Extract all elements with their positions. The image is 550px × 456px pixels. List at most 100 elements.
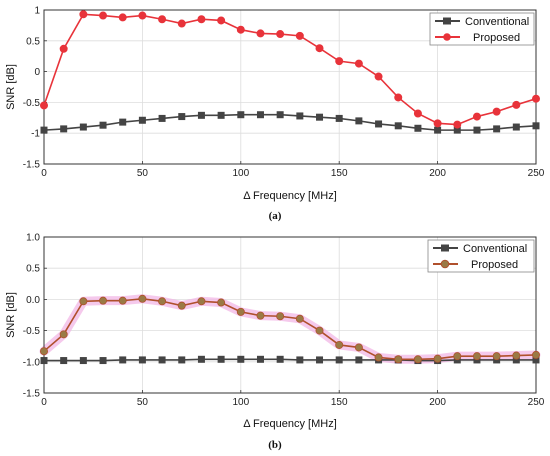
data-point-proposed [256, 311, 265, 320]
data-point-proposed [99, 296, 108, 305]
data-point-conventional [60, 357, 68, 365]
data-point-conventional [434, 126, 442, 134]
x-tick-label: 50 [137, 168, 149, 179]
data-point-conventional [217, 111, 225, 119]
y-tick-label: 0 [34, 67, 40, 78]
data-point-proposed [354, 343, 363, 352]
data-point-proposed [40, 101, 49, 110]
series-a [40, 10, 541, 134]
x-tick-label: 200 [429, 397, 446, 408]
data-point-proposed [118, 296, 127, 305]
x-tick-label: 150 [331, 397, 348, 408]
y-tick-label: 0.0 [26, 295, 40, 306]
data-point-conventional [158, 114, 166, 122]
data-point-conventional [296, 112, 304, 120]
legend-marker-conventional-a [443, 17, 451, 25]
data-point-conventional [296, 356, 304, 364]
chart-panel-b: -1.5 -1.0 -0.5 0.0 0.5 1.0 0 50 100 150 200 250 SN… [5, 233, 545, 452]
caption-b: (b) [268, 439, 282, 451]
data-point-proposed [138, 294, 147, 303]
y-tick-label: 1 [34, 6, 40, 17]
data-point-proposed [374, 72, 383, 81]
data-point-proposed [335, 340, 344, 349]
data-point-proposed [354, 59, 363, 68]
data-point-proposed [236, 25, 245, 34]
data-point-proposed [413, 109, 422, 118]
data-point-proposed [236, 307, 245, 316]
y-axis-label-b: SNR [dB] [5, 292, 17, 338]
x-tick-label: 250 [528, 397, 545, 408]
data-point-conventional [316, 356, 324, 364]
x-axis-label-b: Δ Frequency [MHz] [243, 418, 337, 430]
data-point-conventional [60, 125, 68, 133]
data-point-proposed [453, 120, 462, 129]
data-point-conventional [40, 357, 48, 365]
data-point-proposed [295, 31, 304, 40]
data-point-conventional [493, 125, 501, 133]
legend-marker-proposed-b [440, 259, 450, 269]
data-point-proposed [40, 347, 49, 356]
data-point-proposed [413, 355, 422, 364]
x-tick-label: 100 [232, 397, 249, 408]
plot-frame-a [43, 9, 537, 165]
x-tick-label: 150 [331, 168, 348, 179]
data-point-conventional [355, 356, 363, 364]
data-point-conventional [256, 355, 264, 363]
data-point-proposed [512, 100, 521, 109]
data-point-proposed [197, 15, 206, 24]
data-point-conventional [79, 123, 87, 131]
legend-label-proposed-a: Proposed [473, 32, 520, 44]
x-tick-label: 0 [41, 397, 47, 408]
x-tick-label: 0 [41, 168, 47, 179]
legend-b: Conventional Proposed [427, 239, 535, 273]
series-line-proposed [43, 297, 537, 361]
data-point-proposed [118, 13, 127, 22]
data-point-proposed [59, 330, 68, 339]
data-point-proposed [315, 326, 324, 335]
caption-a: (a) [269, 210, 282, 222]
data-point-conventional [138, 116, 146, 124]
data-point-conventional [473, 126, 481, 134]
data-point-proposed [79, 10, 88, 19]
y-tick-label: 1.0 [26, 233, 40, 244]
series-b [40, 294, 541, 365]
legend-marker-conventional-b [441, 244, 449, 252]
data-point-conventional [237, 355, 245, 363]
data-point-conventional [197, 355, 205, 363]
y-tick-label: 0.5 [26, 264, 40, 275]
data-point-conventional [99, 121, 107, 129]
data-point-conventional [532, 122, 540, 130]
data-point-proposed [79, 297, 88, 306]
data-point-proposed [217, 298, 226, 307]
data-point-proposed [394, 93, 403, 102]
data-point-conventional [237, 111, 245, 119]
data-point-conventional [197, 111, 205, 119]
data-point-proposed [138, 11, 147, 20]
legend-label-proposed-b: Proposed [471, 259, 518, 271]
y-tick-label: -1.5 [23, 160, 41, 171]
data-point-conventional [512, 356, 520, 364]
data-point-proposed [374, 353, 383, 362]
x-tick-label: 50 [137, 397, 149, 408]
chart-panel-a: -1.5 -1 -0.5 0 0.5 1 0 50 100 150 200 250 SNR [dB]… [5, 6, 545, 223]
x-ticks-b: 0 50 100 150 200 250 [41, 390, 545, 408]
y-axis-label-a: SNR [dB] [5, 64, 17, 110]
data-point-conventional [414, 124, 422, 132]
data-point-conventional [355, 117, 363, 125]
series-band-proposed [39, 294, 541, 364]
series-band-b [39, 294, 541, 364]
data-point-proposed [158, 15, 167, 24]
data-point-proposed [59, 44, 68, 53]
data-point-conventional [453, 126, 461, 134]
y-ticks-b: -1.5 -1.0 -0.5 0.0 0.5 1.0 [23, 233, 47, 400]
y-tick-label: 0.5 [26, 36, 40, 47]
y-ticks-a: -1.5 -1 -0.5 0 0.5 1 [23, 6, 47, 171]
series-line-conventional [44, 358, 536, 362]
data-point-proposed [315, 44, 324, 53]
data-point-conventional [512, 123, 520, 131]
x-tick-label: 250 [528, 168, 545, 179]
legend-marker-proposed-a [443, 33, 451, 41]
data-point-proposed [492, 107, 501, 116]
y-tick-label: -0.5 [23, 98, 41, 109]
